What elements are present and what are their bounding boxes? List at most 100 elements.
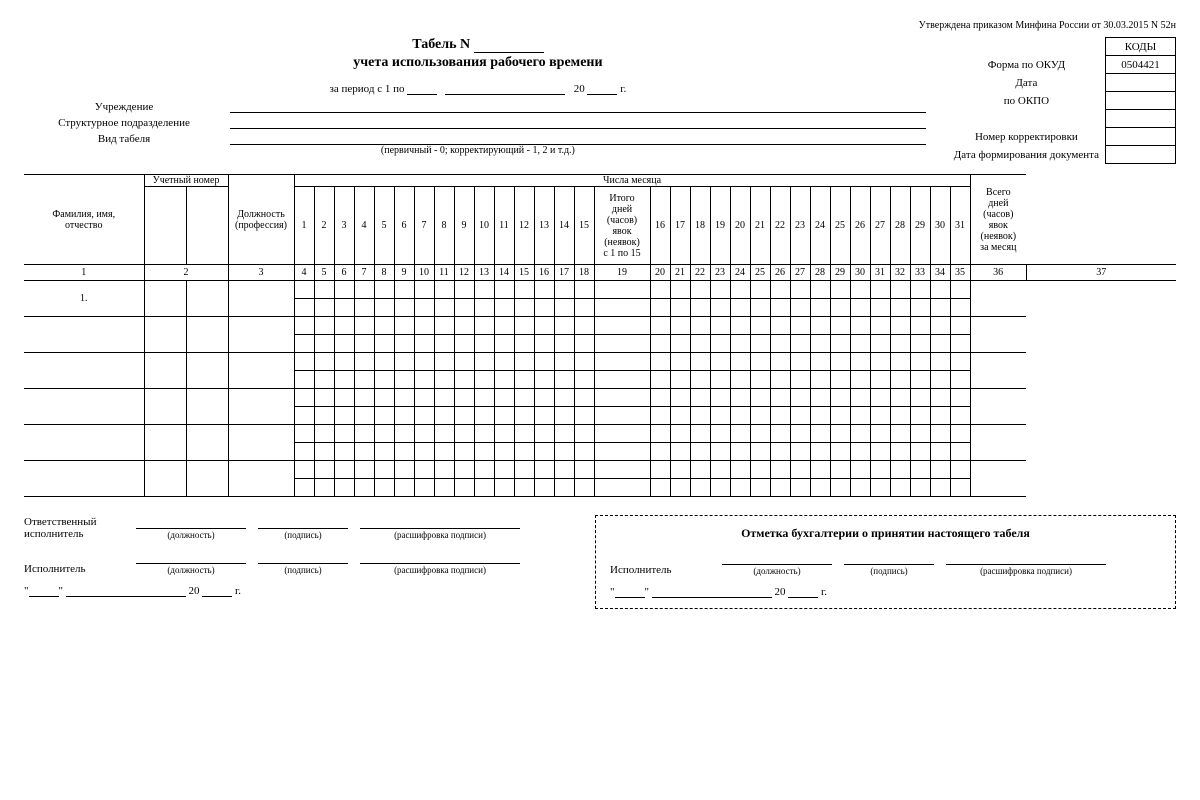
cell-r2-d2-h1[interactable] bbox=[314, 335, 334, 353]
cell-r6-d5-h0[interactable] bbox=[374, 461, 394, 479]
cell-r3-d5-h1[interactable] bbox=[374, 371, 394, 389]
cell-r4-d13-h1[interactable] bbox=[534, 407, 554, 425]
cell-r6-d30-h0[interactable] bbox=[930, 461, 950, 479]
cell-r2-d4-h1[interactable] bbox=[354, 335, 374, 353]
cell-r5-d5-h1[interactable] bbox=[374, 443, 394, 461]
cell-r4-d14-h0[interactable] bbox=[554, 389, 574, 407]
cell-r2-d10-h1[interactable] bbox=[474, 335, 494, 353]
cell-r4-d11-h0[interactable] bbox=[494, 389, 514, 407]
cell-r6-d10-h0[interactable] bbox=[474, 461, 494, 479]
cell-r6-d28-h1[interactable] bbox=[890, 479, 910, 497]
cell-r2-d29-h0[interactable] bbox=[910, 317, 930, 335]
cell-r5-d31-h1[interactable] bbox=[950, 443, 970, 461]
cell-r6-d18-h0[interactable] bbox=[690, 461, 710, 479]
right-year-blank[interactable] bbox=[788, 584, 818, 598]
cell-r3-d2-h0[interactable] bbox=[314, 353, 334, 371]
cell-r3-d4-h0[interactable] bbox=[354, 353, 374, 371]
cell-r1-d22-h1[interactable] bbox=[770, 299, 790, 317]
cell-r5-d21-h0[interactable] bbox=[750, 425, 770, 443]
cell-r1-d16-h1[interactable] bbox=[650, 299, 670, 317]
cell-r5-d12-h0[interactable] bbox=[514, 425, 534, 443]
cell-r4-d29-h0[interactable] bbox=[910, 389, 930, 407]
row-total-6[interactable] bbox=[970, 461, 1026, 497]
cell-r4-d1-h0[interactable] bbox=[294, 389, 314, 407]
cell-r6-d24-h1[interactable] bbox=[810, 479, 830, 497]
institution-blank[interactable] bbox=[230, 99, 926, 113]
cell-r2-d16-h1[interactable] bbox=[650, 335, 670, 353]
cell-r2-d15-h1[interactable] bbox=[574, 335, 594, 353]
cell-r3-d22-h1[interactable] bbox=[770, 371, 790, 389]
cell-r6-d6-h0[interactable] bbox=[394, 461, 414, 479]
cell-r1-d21-h1[interactable] bbox=[750, 299, 770, 317]
cell-r5-d27-h0[interactable] bbox=[870, 425, 890, 443]
cell-r4-d25-h1[interactable] bbox=[830, 407, 850, 425]
cell-r2-d1-h1[interactable] bbox=[294, 335, 314, 353]
cell-r5-d26-h0[interactable] bbox=[850, 425, 870, 443]
cell-r1-d18-h1[interactable] bbox=[690, 299, 710, 317]
row-job-6[interactable] bbox=[228, 461, 294, 497]
cell-r4-d28-h1[interactable] bbox=[890, 407, 910, 425]
cell-r3-d4-h1[interactable] bbox=[354, 371, 374, 389]
cell-r5-d20-h1[interactable] bbox=[730, 443, 750, 461]
cell-r6-d23-h1[interactable] bbox=[790, 479, 810, 497]
cell-r1-d1-h0[interactable] bbox=[294, 281, 314, 299]
cell-r4-subtotal-h0[interactable] bbox=[594, 389, 650, 407]
cell-r4-d5-h0[interactable] bbox=[374, 389, 394, 407]
cell-r3-d16-h0[interactable] bbox=[650, 353, 670, 371]
cell-r6-d12-h0[interactable] bbox=[514, 461, 534, 479]
cell-r3-d19-h1[interactable] bbox=[710, 371, 730, 389]
cell-r3-d23-h1[interactable] bbox=[790, 371, 810, 389]
cell-r2-d16-h0[interactable] bbox=[650, 317, 670, 335]
cell-r5-d2-h0[interactable] bbox=[314, 425, 334, 443]
cell-r3-d10-h0[interactable] bbox=[474, 353, 494, 371]
cell-r4-d9-h1[interactable] bbox=[454, 407, 474, 425]
cell-r5-d29-h1[interactable] bbox=[910, 443, 930, 461]
cell-r1-d19-h0[interactable] bbox=[710, 281, 730, 299]
cell-r1-d16-h0[interactable] bbox=[650, 281, 670, 299]
row-acct-4-1[interactable] bbox=[144, 389, 186, 425]
cell-r6-d25-h0[interactable] bbox=[830, 461, 850, 479]
row-job-5[interactable] bbox=[228, 425, 294, 461]
cell-r5-d1-h1[interactable] bbox=[294, 443, 314, 461]
cell-r2-subtotal-h0[interactable] bbox=[594, 317, 650, 335]
resp-decipher-blank[interactable] bbox=[360, 515, 520, 529]
cell-r2-d25-h1[interactable] bbox=[830, 335, 850, 353]
cell-r2-d14-h0[interactable] bbox=[554, 317, 574, 335]
cell-r2-d13-h1[interactable] bbox=[534, 335, 554, 353]
cell-r2-d3-h1[interactable] bbox=[334, 335, 354, 353]
cell-r6-d7-h1[interactable] bbox=[414, 479, 434, 497]
cell-r3-d20-h1[interactable] bbox=[730, 371, 750, 389]
row-acct-1-2[interactable] bbox=[186, 281, 228, 317]
cell-r6-d19-h0[interactable] bbox=[710, 461, 730, 479]
row-acct-2-1[interactable] bbox=[144, 317, 186, 353]
cell-r4-d19-h0[interactable] bbox=[710, 389, 730, 407]
cell-r6-d8-h1[interactable] bbox=[434, 479, 454, 497]
cell-r4-d16-h0[interactable] bbox=[650, 389, 670, 407]
cell-r1-d10-h0[interactable] bbox=[474, 281, 494, 299]
cell-r4-d27-h0[interactable] bbox=[870, 389, 890, 407]
cell-r3-d29-h0[interactable] bbox=[910, 353, 930, 371]
cell-r2-d29-h1[interactable] bbox=[910, 335, 930, 353]
cell-r1-d21-h0[interactable] bbox=[750, 281, 770, 299]
cell-r3-d11-h0[interactable] bbox=[494, 353, 514, 371]
cell-r6-d2-h1[interactable] bbox=[314, 479, 334, 497]
cell-r4-d1-h1[interactable] bbox=[294, 407, 314, 425]
cell-r5-d12-h1[interactable] bbox=[514, 443, 534, 461]
cell-r6-d25-h1[interactable] bbox=[830, 479, 850, 497]
cell-r2-d8-h1[interactable] bbox=[434, 335, 454, 353]
cell-r2-d2-h0[interactable] bbox=[314, 317, 334, 335]
cell-r4-d9-h0[interactable] bbox=[454, 389, 474, 407]
cell-r1-d9-h0[interactable] bbox=[454, 281, 474, 299]
cell-r4-d10-h0[interactable] bbox=[474, 389, 494, 407]
cell-r4-d6-h1[interactable] bbox=[394, 407, 414, 425]
cell-r3-d28-h1[interactable] bbox=[890, 371, 910, 389]
row-total-1[interactable] bbox=[970, 281, 1026, 317]
cell-r2-d8-h0[interactable] bbox=[434, 317, 454, 335]
cell-r4-d7-h1[interactable] bbox=[414, 407, 434, 425]
cell-r6-d11-h0[interactable] bbox=[494, 461, 514, 479]
cell-r1-d3-h0[interactable] bbox=[334, 281, 354, 299]
cell-r2-d31-h1[interactable] bbox=[950, 335, 970, 353]
cell-r5-d5-h0[interactable] bbox=[374, 425, 394, 443]
cell-r4-d17-h1[interactable] bbox=[670, 407, 690, 425]
cell-r3-d13-h0[interactable] bbox=[534, 353, 554, 371]
